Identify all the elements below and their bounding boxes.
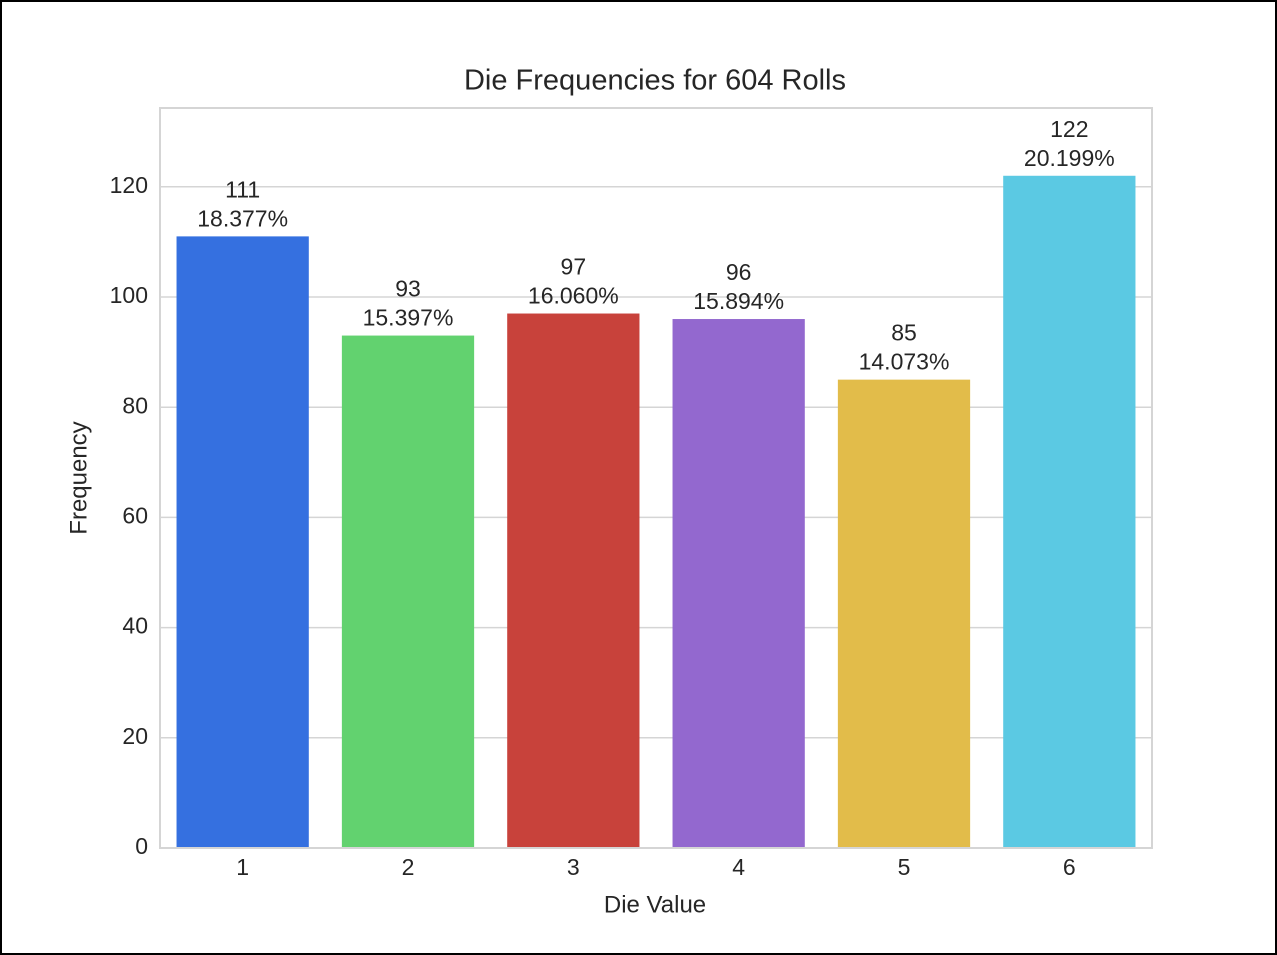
x-axis-label: Die Value xyxy=(604,891,706,918)
x-tick-label: 5 xyxy=(898,854,911,880)
value-label: 122 xyxy=(1050,116,1088,142)
y-tick-label: 40 xyxy=(122,613,148,639)
plot-border xyxy=(159,107,1153,849)
value-label: 93 xyxy=(395,276,421,302)
percent-label: 16.060% xyxy=(528,283,619,309)
value-label: 111 xyxy=(225,176,260,202)
bar xyxy=(1003,175,1136,849)
bar xyxy=(341,335,475,848)
x-tick-label: 6 xyxy=(1063,854,1076,880)
percent-label: 15.397% xyxy=(363,305,454,331)
y-axis-label: Frequency xyxy=(65,421,92,534)
y-tick-label: 100 xyxy=(110,282,148,308)
bar xyxy=(672,319,805,848)
y-tick-label: 0 xyxy=(135,833,148,859)
bar xyxy=(176,236,309,848)
x-tick-label: 3 xyxy=(567,854,580,880)
y-tick-label: 120 xyxy=(110,172,148,198)
x-tick-label: 2 xyxy=(402,854,415,880)
y-tick-label: 80 xyxy=(122,392,148,418)
percent-label: 14.073% xyxy=(859,349,950,375)
x-tick-label: 1 xyxy=(236,854,249,880)
percent-label: 15.894% xyxy=(693,288,784,314)
y-tick-label: 60 xyxy=(122,502,148,528)
value-label: 96 xyxy=(726,259,752,285)
chart-title: Die Frequencies for 604 Rolls xyxy=(464,65,846,97)
bar xyxy=(507,313,640,849)
percent-label: 18.377% xyxy=(197,205,288,231)
value-label: 85 xyxy=(891,320,917,346)
percent-label: 20.199% xyxy=(1024,145,1115,171)
y-tick-label: 20 xyxy=(122,723,148,749)
bar xyxy=(837,379,971,848)
value-label: 97 xyxy=(561,254,587,280)
x-tick-label: 4 xyxy=(732,854,745,880)
